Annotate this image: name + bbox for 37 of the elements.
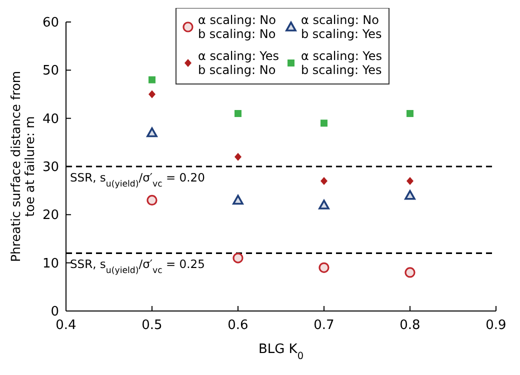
- point: [234, 152, 242, 161]
- y-tick-label: 30: [42, 160, 59, 175]
- point: [318, 262, 330, 273]
- x-tick-label: 0.4: [56, 318, 76, 333]
- y-tick-label: 50: [42, 64, 59, 79]
- x-tick-label: 0.5: [142, 318, 162, 333]
- point: [234, 110, 242, 118]
- annotation: SSR, s$_{u(yield)}$/σ′$_{vc}$ = 0.25: [70, 257, 205, 276]
- annotation: SSR, s$_{u(yield)}$/σ′$_{vc}$ = 0.20: [70, 170, 205, 190]
- y-tick-label: 40: [42, 112, 59, 127]
- x-tick-label: 0.6: [228, 318, 248, 333]
- point: [146, 127, 158, 138]
- point: [406, 110, 414, 118]
- x-tick-label: 0.8: [400, 318, 420, 333]
- y-tick-label: 0: [50, 304, 59, 320]
- point: [232, 252, 244, 264]
- legend-label: α scaling: Yes b scaling: No: [198, 49, 280, 77]
- point: [318, 200, 330, 210]
- legend-label: α scaling: No b scaling: No: [198, 13, 276, 41]
- legend-label: α scaling: Yes b scaling: Yes: [301, 49, 382, 77]
- y-tick-label: 20: [42, 208, 59, 224]
- point: [320, 176, 328, 185]
- y-axis-title: Phreatic surface distance from toe at failure: m: [8, 70, 37, 262]
- point: [320, 120, 328, 127]
- point: [148, 90, 156, 98]
- x-tick-label: 0.7: [314, 318, 334, 333]
- y-tick-label: 60: [42, 16, 59, 30]
- point: [146, 194, 158, 206]
- point: [404, 190, 416, 200]
- x-tick-label: 0.9: [486, 318, 506, 333]
- legend-label: α scaling: No b scaling: Yes: [301, 13, 382, 41]
- point: [406, 176, 414, 185]
- point: [404, 267, 416, 278]
- y-tick-label: 10: [42, 256, 59, 272]
- x-axis-title: BLG K$_{0}$: [258, 342, 304, 362]
- point: [148, 76, 156, 84]
- point: [232, 194, 244, 205]
